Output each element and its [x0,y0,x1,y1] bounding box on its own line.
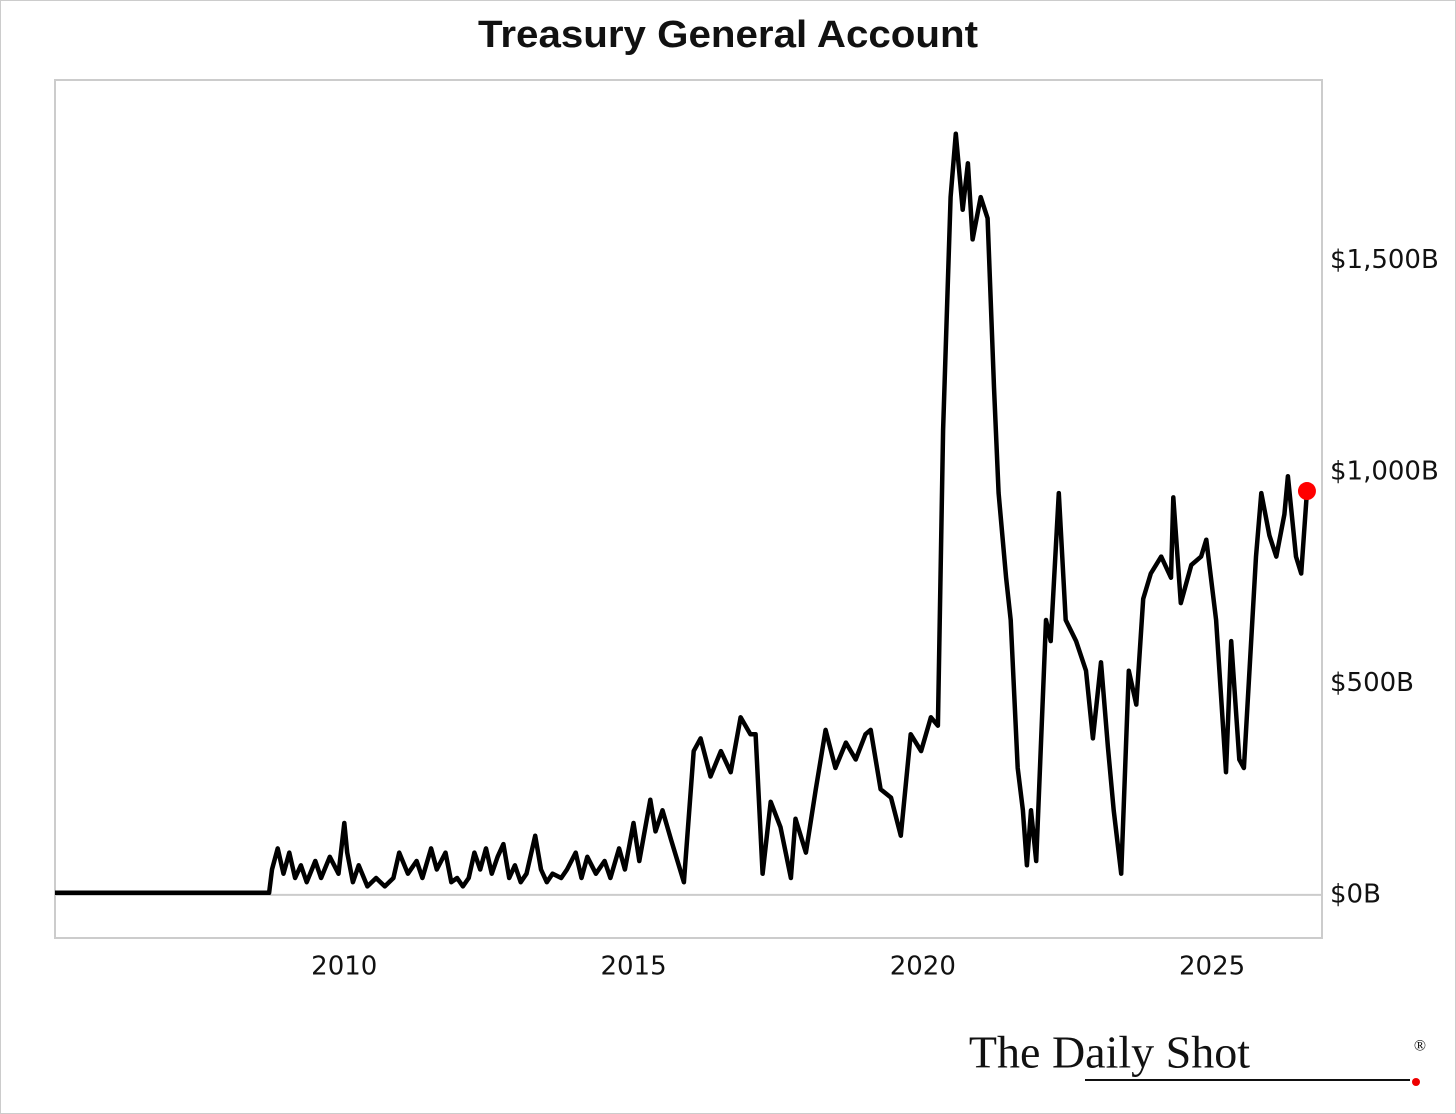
x-tick-label: 2020 [890,952,956,982]
series-line [55,131,1310,896]
logo-dot [1412,1078,1420,1086]
chart-title: Treasury General Account [478,14,978,56]
logo: The Daily Shot [969,1027,1250,1078]
x-tick-label: 2015 [600,952,666,982]
logo-mark: ® [1414,1038,1426,1055]
x-tick-label: 2010 [311,952,377,982]
plot-frame [54,79,1323,939]
y-tick-label: $0B [1330,879,1381,909]
y-tick-label: $1,500B [1330,245,1439,275]
y-tick-label: $1,000B [1330,456,1439,486]
y-tick-label: $500B [1330,668,1414,698]
x-tick-label: 2025 [1179,952,1245,982]
last-point [1297,482,1316,501]
